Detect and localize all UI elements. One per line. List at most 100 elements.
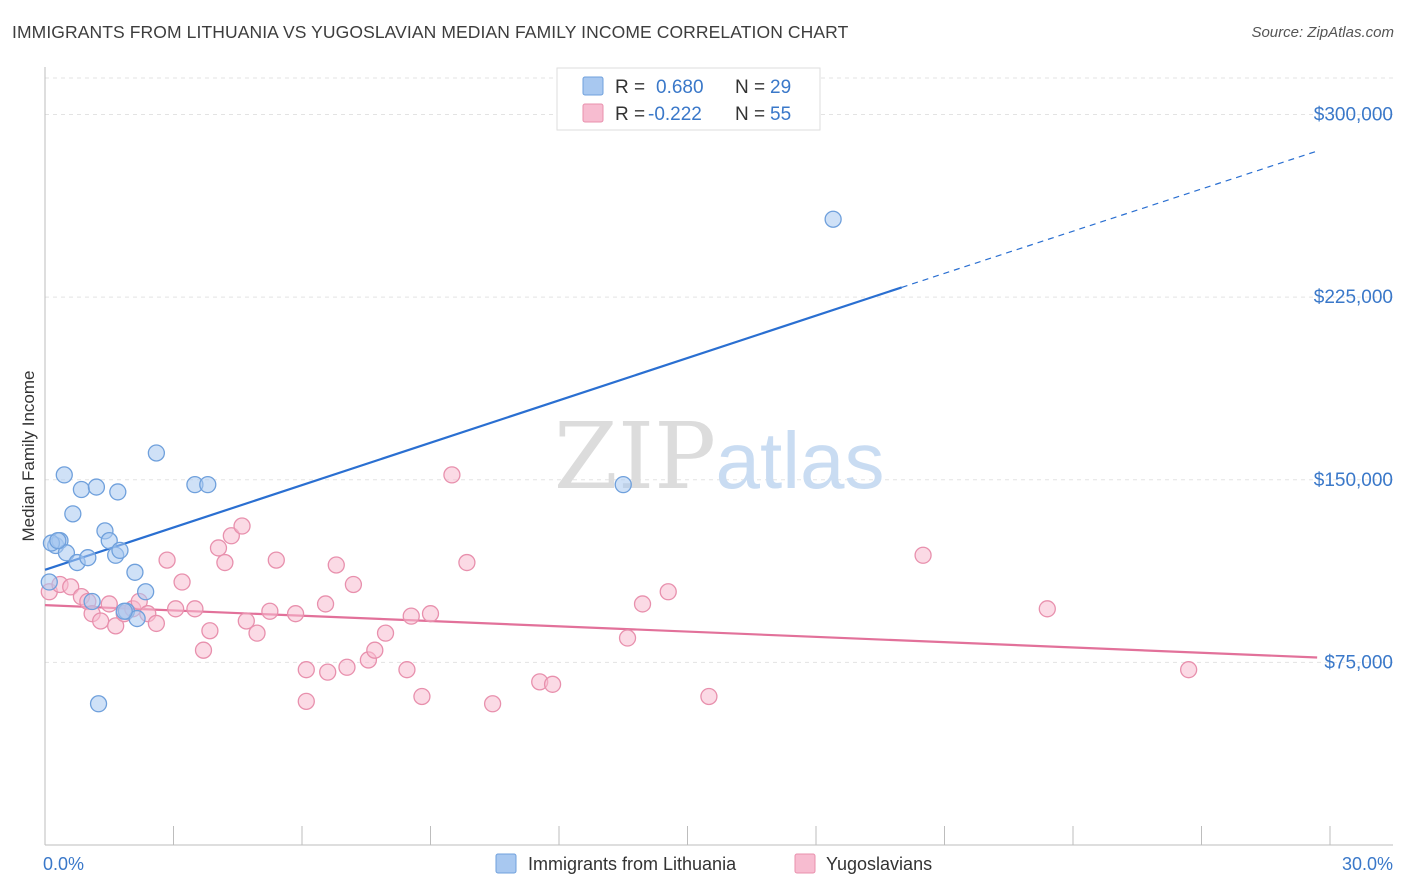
point-yugoslavians-34 (338, 658, 356, 676)
watermark-atlas: atlas (716, 416, 885, 505)
watermark-zip: ZIP (554, 403, 716, 510)
stats-r-value-1: 0.680 (656, 77, 704, 98)
point-yugoslavians-25 (248, 624, 266, 642)
point-yugoslavians-33 (327, 556, 345, 574)
point-yugoslavians-18 (194, 641, 213, 659)
point-yugoslavians-21 (216, 553, 234, 572)
point-lithuania-4 (57, 544, 76, 562)
point-yugoslavians-41 (413, 687, 431, 706)
legend-label-lithuania: Immigrants from Lithuania (528, 854, 737, 874)
point-yugoslavians-15 (166, 600, 185, 618)
point-lithuania-22 (199, 475, 217, 494)
point-lithuania-23 (89, 695, 108, 713)
point-yugoslavians-29 (297, 661, 315, 679)
point-lithuania-20 (147, 444, 166, 462)
tick-labels: $75,000 $150,000 $225,000 $300,000 0.0% 30.0% (43, 105, 1393, 874)
point-lithuania-0 (40, 573, 58, 591)
point-lithuania-5 (64, 505, 82, 523)
point-yugoslavians-19 (201, 622, 219, 640)
point-lithuania-15 (109, 483, 127, 501)
y-tick-label-0: $75,000 (1324, 652, 1393, 673)
point-yugoslavians-48 (618, 629, 637, 647)
point-yugoslavians-20 (209, 539, 228, 557)
point-yugoslavians-16 (173, 573, 191, 591)
point-yugoslavians-32 (319, 663, 337, 681)
point-lithuania-3 (55, 466, 73, 484)
x-tick-label-1: 30.0% (1342, 854, 1393, 874)
axes (44, 67, 1393, 846)
point-yugoslavians-17 (186, 600, 204, 618)
point-yugoslavians-38 (376, 624, 395, 642)
source-label: Source: ZipAtlas.com (1251, 24, 1394, 41)
point-yugoslavians-54 (1180, 661, 1198, 679)
stats-n-value-1: 29 (770, 77, 791, 98)
stats-n-label-2: N = (735, 104, 765, 125)
y-tick-label-3: $300,000 (1314, 105, 1393, 126)
trend-line-yugoslavians (44, 604, 1318, 659)
trend-line-lithuania (44, 286, 903, 571)
stats-n-value-2: 55 (770, 104, 791, 125)
point-yugoslavians-30 (297, 692, 315, 710)
point-yugoslavians-2 (62, 578, 80, 596)
point-yugoslavians-52 (914, 546, 932, 564)
point-yugoslavians-8 (107, 617, 125, 635)
legend-swatch-lithuania (495, 853, 517, 874)
point-yugoslavians-13 (147, 614, 166, 633)
trend-lines (44, 150, 1318, 659)
point-lithuania-12 (100, 531, 118, 550)
point-yugoslavians-40 (402, 607, 420, 625)
y-tick-label-2: $225,000 (1314, 287, 1393, 308)
point-lithuania-8 (79, 549, 97, 567)
point-lithuania-25 (824, 210, 842, 228)
point-lithuania-24 (614, 475, 632, 494)
point-yugoslavians-22 (222, 527, 240, 545)
point-yugoslavians-53 (1038, 600, 1056, 618)
point-yugoslavians-44 (458, 553, 476, 572)
point-yugoslavians-26 (261, 602, 279, 620)
stats-swatch-lithuania (582, 76, 604, 96)
point-yugoslavians-50 (659, 583, 677, 601)
point-lithuania-7 (72, 480, 91, 499)
gridlines (45, 77, 1393, 663)
point-lithuania-26 (115, 602, 133, 620)
stats-r-value-2: -0.222 (648, 104, 702, 125)
point-lithuania-18 (128, 609, 146, 628)
legend-swatch-yugoslavians (794, 853, 816, 874)
point-lithuania-14 (111, 541, 129, 560)
stats-r-label-2: R = (615, 104, 645, 125)
point-yugoslavians-27 (267, 551, 285, 569)
point-yugoslavians-37 (366, 641, 384, 659)
point-yugoslavians-35 (344, 575, 363, 594)
point-lithuania-19 (137, 583, 155, 601)
legend-label-yugoslavians: Yugoslavians (826, 854, 932, 874)
stats-swatch-yugoslavians (582, 103, 604, 123)
point-lithuania-9 (83, 592, 101, 611)
chart-title: IMMIGRANTS FROM LITHUANIA VS YUGOSLAVIAN… (12, 22, 849, 42)
point-yugoslavians-14 (158, 551, 176, 569)
point-yugoslavians-43 (443, 466, 461, 484)
stats-r-label-1: R = (615, 77, 645, 98)
point-yugoslavians-39 (398, 661, 416, 679)
point-yugoslavians-28 (286, 605, 305, 623)
point-lithuania-10 (87, 478, 106, 496)
point-yugoslavians-31 (316, 595, 335, 613)
point-yugoslavians-24 (237, 612, 255, 630)
point-yugoslavians-7 (100, 595, 118, 613)
point-lithuania-28 (49, 531, 67, 550)
x-tick-label-0: 0.0% (43, 854, 84, 874)
point-yugoslavians-51 (700, 687, 718, 706)
stats-n-label-1: N = (735, 77, 765, 98)
point-yugoslavians-6 (92, 612, 110, 630)
point-yugoslavians-47 (543, 675, 562, 693)
data-points (40, 210, 1198, 713)
trend-line-lithuania-projection (901, 150, 1318, 288)
stats-legend: R = 0.680 N = 29 R = -0.222 N = 55 (556, 67, 821, 131)
point-yugoslavians-45 (483, 695, 502, 713)
point-yugoslavians-42 (421, 605, 440, 623)
point-yugoslavians-23 (233, 517, 251, 535)
series-legend: Immigrants from Lithuania Yugoslavians (495, 853, 932, 874)
y-axis-title: Median Family Income (19, 370, 38, 541)
point-yugoslavians-49 (633, 595, 652, 613)
point-lithuania-17 (126, 563, 144, 581)
